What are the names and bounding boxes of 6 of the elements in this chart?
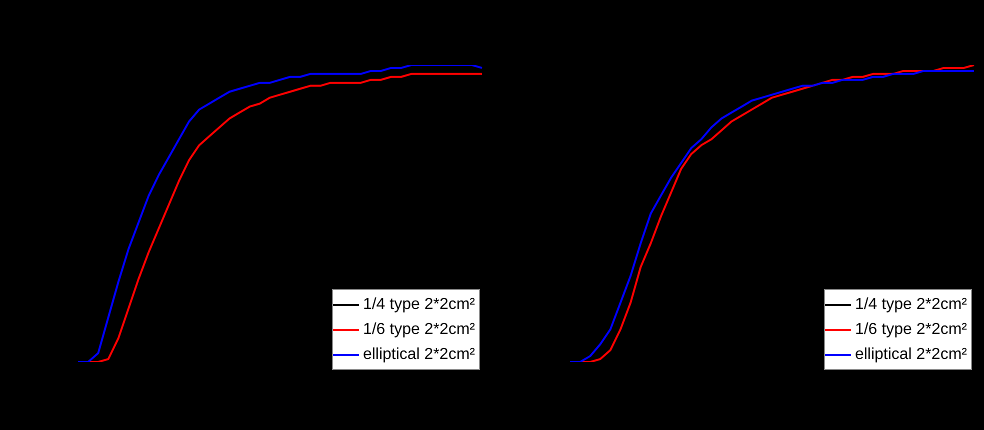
legend-label: 1/4 type 2*2cm² <box>362 295 475 315</box>
legend-label: elliptical 2*2cm² <box>854 345 967 365</box>
legend-label: 1/6 type 2*2cm² <box>854 320 967 340</box>
legend-label: elliptical 2*2cm² <box>362 345 475 365</box>
legend-label: 1/6 type 2*2cm² <box>362 320 475 340</box>
legend-label: 1/4 type 2*2cm² <box>854 295 967 315</box>
